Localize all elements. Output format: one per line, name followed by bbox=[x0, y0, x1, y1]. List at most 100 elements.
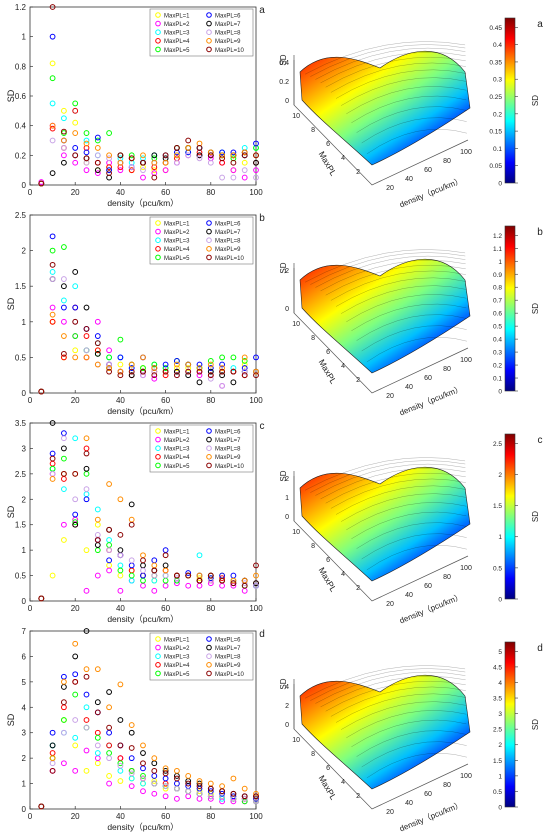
data-point bbox=[241, 167, 248, 174]
data-point bbox=[241, 580, 248, 587]
data-point bbox=[117, 159, 124, 166]
data-point bbox=[241, 582, 248, 589]
data-point bbox=[128, 152, 135, 159]
data-point bbox=[49, 170, 56, 177]
data-point bbox=[72, 470, 79, 477]
data-point bbox=[49, 247, 56, 254]
y-tick-label: 0 bbox=[22, 389, 27, 398]
data-point bbox=[117, 742, 124, 749]
data-point bbox=[128, 164, 135, 171]
surface-gridline bbox=[340, 77, 467, 106]
data-point bbox=[241, 785, 248, 792]
data-point bbox=[117, 760, 124, 767]
legend-label: MaxPL=9 bbox=[215, 247, 241, 253]
panel-letter-left: c bbox=[260, 421, 265, 432]
data-point bbox=[253, 159, 259, 166]
y-tick-label: 0 bbox=[22, 597, 27, 606]
colorbar-tick-label: 0.4 bbox=[493, 337, 502, 344]
legend-box bbox=[149, 632, 254, 681]
surface-y-tick: 6 bbox=[326, 349, 330, 356]
data-point bbox=[117, 552, 124, 559]
data-point bbox=[128, 155, 135, 162]
data-point bbox=[196, 575, 203, 582]
surface-x-tick: 100 bbox=[460, 773, 472, 780]
legend-marker bbox=[155, 46, 161, 53]
legend-label: MaxPL=8 bbox=[215, 447, 241, 453]
surface-gridline bbox=[315, 671, 466, 704]
surface-gridline bbox=[351, 511, 467, 539]
data-point bbox=[174, 767, 180, 774]
data-point bbox=[185, 572, 192, 579]
y-axis-label: SD bbox=[6, 89, 16, 102]
surface-y-tick: 10 bbox=[292, 529, 300, 536]
data-point bbox=[230, 577, 237, 584]
colorbar-tick-label: 0.2 bbox=[493, 363, 502, 370]
data-point bbox=[219, 368, 226, 375]
surface-x-tick: 60 bbox=[424, 583, 432, 590]
data-point bbox=[61, 521, 67, 528]
surface-gridline bbox=[315, 255, 466, 288]
colorbar-tick-label: 1.1 bbox=[493, 246, 502, 253]
data-point bbox=[196, 368, 203, 375]
legend-marker bbox=[155, 20, 161, 27]
x-tick-label: 80 bbox=[206, 396, 215, 405]
data-point bbox=[230, 793, 237, 800]
data-point bbox=[196, 155, 203, 162]
data-point bbox=[162, 167, 169, 174]
colorbar-tick-label: 0.8 bbox=[493, 285, 502, 292]
surface-mesh bbox=[299, 50, 471, 166]
data-point bbox=[207, 575, 214, 582]
surface-y-label: MaxPL bbox=[317, 358, 339, 386]
surface-z-tick: 4 bbox=[285, 684, 289, 691]
data-point bbox=[106, 557, 112, 564]
panel-letter-left: b bbox=[259, 213, 265, 224]
data-point bbox=[174, 365, 180, 371]
surface-y-tick: 8 bbox=[311, 335, 315, 342]
data-point bbox=[106, 742, 112, 749]
data-point bbox=[72, 511, 79, 518]
colorbar-tick-label: 2 bbox=[498, 472, 502, 479]
colorbar-tick-label: 5 bbox=[498, 649, 502, 656]
colorbar-tick-label: 1 bbox=[498, 259, 502, 266]
data-point bbox=[83, 767, 90, 774]
data-point bbox=[94, 347, 101, 354]
data-point bbox=[207, 358, 214, 364]
colorbar-tick-label: 0 bbox=[498, 597, 502, 604]
data-point bbox=[106, 547, 112, 554]
surface-x-tick: 60 bbox=[424, 791, 432, 798]
data-point bbox=[106, 481, 112, 487]
data-point bbox=[196, 552, 203, 559]
surface-z-tick: 2 bbox=[285, 268, 289, 275]
colorbar-tick-label: 3 bbox=[498, 711, 502, 718]
data-point bbox=[72, 100, 79, 107]
colorbar-tick-label: 0.9 bbox=[493, 272, 502, 279]
surface-gridline bbox=[351, 303, 467, 331]
data-point bbox=[83, 333, 90, 339]
data-point bbox=[219, 575, 226, 582]
y-tick-label: 0.6 bbox=[15, 92, 27, 101]
data-point bbox=[38, 180, 45, 187]
data-point bbox=[230, 149, 237, 156]
data-point bbox=[140, 750, 146, 756]
x-tick-label: 100 bbox=[249, 396, 263, 405]
data-point bbox=[253, 572, 259, 579]
data-point bbox=[117, 336, 124, 343]
legend-label: MaxPL=3 bbox=[164, 239, 190, 245]
data-point bbox=[174, 361, 180, 368]
surface-gridline bbox=[335, 693, 467, 723]
data-point bbox=[253, 368, 259, 375]
surface-gridline bbox=[325, 57, 466, 88]
surface-gridline bbox=[366, 128, 467, 155]
data-point bbox=[241, 174, 248, 181]
data-point bbox=[140, 760, 146, 767]
legend-label: MaxPL=6 bbox=[215, 13, 241, 19]
data-point bbox=[219, 577, 226, 584]
surface-gridline bbox=[356, 730, 467, 757]
data-point bbox=[128, 365, 135, 371]
data-point bbox=[162, 770, 169, 777]
legend: MaxPL=1 MaxPL=2 MaxPL=3 MaxPL=4 MaxPL=5 MaxPL… bbox=[149, 424, 254, 473]
data-point bbox=[94, 734, 101, 741]
surface-gridline bbox=[325, 265, 466, 296]
data-point bbox=[49, 4, 56, 10]
